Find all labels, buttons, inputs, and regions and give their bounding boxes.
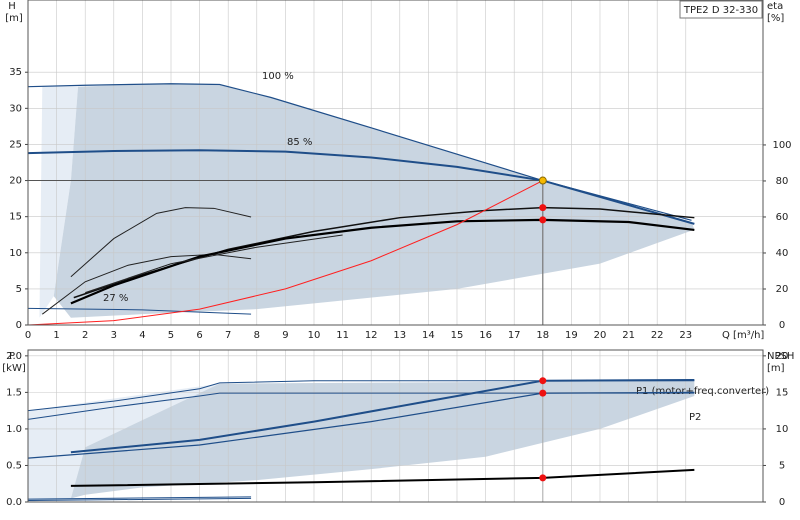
y2-axis-unit: [m]: [767, 363, 785, 374]
curve: [27, 497, 252, 502]
x-tick-label: 1: [53, 330, 59, 341]
y-tick-label: 15: [9, 212, 22, 223]
y-tick-label: 1.5: [6, 387, 22, 398]
y-tick-label: 0: [16, 320, 22, 331]
y2-tick-label: 60: [776, 212, 789, 223]
x-tick-label: 11: [336, 330, 349, 341]
x-tick-label: 12: [365, 330, 378, 341]
y-axis-label: H: [8, 1, 16, 12]
curve: [41, 253, 252, 315]
y2-tick-label: 5: [779, 460, 785, 471]
operating-region: [53, 83, 695, 318]
x-tick-label: 5: [168, 330, 174, 341]
y-tick-label: 30: [9, 103, 22, 114]
x-tick-label: 8: [254, 330, 260, 341]
x-tick-label: 20: [594, 330, 607, 341]
x-tick-label: 19: [565, 330, 578, 341]
curve: [70, 378, 695, 454]
y2-tick-label: 20: [776, 284, 789, 295]
y-tick-label: 35: [9, 67, 22, 78]
y2-tick-label: 100: [772, 140, 791, 151]
y2-axis-label: eta: [767, 1, 783, 12]
curve: [27, 496, 252, 500]
y2-tick-label: 0: [779, 320, 785, 331]
y-tick-label: 0.5: [6, 460, 22, 471]
x-axis-label: Q [m³/h]: [722, 330, 764, 341]
y2-tick-label: 0: [779, 497, 785, 508]
y-tick-label: 2.0: [6, 351, 22, 362]
x-tick-label: 16: [479, 330, 492, 341]
operating-point: [539, 204, 547, 212]
plot-frame: [27, 349, 764, 503]
curve: [27, 149, 695, 225]
curve: [70, 468, 695, 487]
operating-region: [28, 383, 220, 502]
x-tick-label: 10: [308, 330, 321, 341]
x-tick-label: 21: [622, 330, 635, 341]
x-tick-label: 2: [82, 330, 88, 341]
curve: [27, 391, 695, 459]
curve-label: 27 %: [103, 293, 128, 304]
y-axis-unit: [m]: [5, 13, 23, 24]
y2-tick-label: 40: [776, 248, 789, 259]
y2-tick-label: 15: [776, 387, 789, 398]
y2-tick-label: 20: [776, 351, 789, 362]
x-tick-label: 23: [679, 330, 692, 341]
x-tick-label: 15: [451, 330, 464, 341]
x-tick-label: 9: [282, 330, 288, 341]
curve: [85, 234, 343, 294]
plot-frame: [27, 0, 764, 326]
x-tick-label: 17: [508, 330, 521, 341]
curve-label: 100 %: [262, 71, 294, 82]
y-tick-label: 5: [16, 284, 22, 295]
y-tick-label: 20: [9, 176, 22, 187]
x-tick-label: 4: [139, 330, 145, 341]
x-tick-label: 18: [536, 330, 549, 341]
y2-axis-label: NPSH: [767, 351, 794, 362]
x-tick-label: 3: [111, 330, 117, 341]
curve: [27, 83, 692, 221]
operating-point: [539, 474, 547, 482]
curve: [27, 307, 252, 315]
x-tick-label: 7: [225, 330, 231, 341]
operating-point: [539, 377, 547, 385]
y2-tick-label: 10: [776, 424, 789, 435]
operating-point: [539, 389, 547, 397]
y-axis-unit: [kW]: [2, 363, 26, 374]
title-box: [679, 0, 763, 19]
operating-region: [70, 380, 695, 499]
x-tick-label: 14: [422, 330, 435, 341]
x-tick-label: 22: [651, 330, 664, 341]
chart-title: TPE2 D 32-330: [683, 5, 758, 16]
curve-label: P2: [689, 412, 701, 423]
curve-label: P1 (motor+freq.converter): [636, 386, 769, 397]
curve: [70, 218, 695, 305]
curve: [27, 180, 544, 326]
y2-axis-unit: [%]: [767, 13, 784, 24]
operating-point: [539, 216, 547, 224]
y-axis-label: P: [9, 351, 15, 362]
x-tick-label: 13: [393, 330, 406, 341]
operating-point: [538, 176, 547, 185]
y-tick-label: 10: [9, 248, 22, 259]
y2-tick-label: 80: [776, 176, 789, 187]
y-tick-label: 0.0: [6, 497, 22, 508]
curve: [70, 207, 252, 278]
y-tick-label: 25: [9, 139, 22, 150]
y-tick-label: 1.0: [6, 424, 22, 435]
x-tick-label: 6: [196, 330, 202, 341]
x-tick-label: 0: [25, 330, 31, 341]
curve-label: 85 %: [287, 137, 312, 148]
